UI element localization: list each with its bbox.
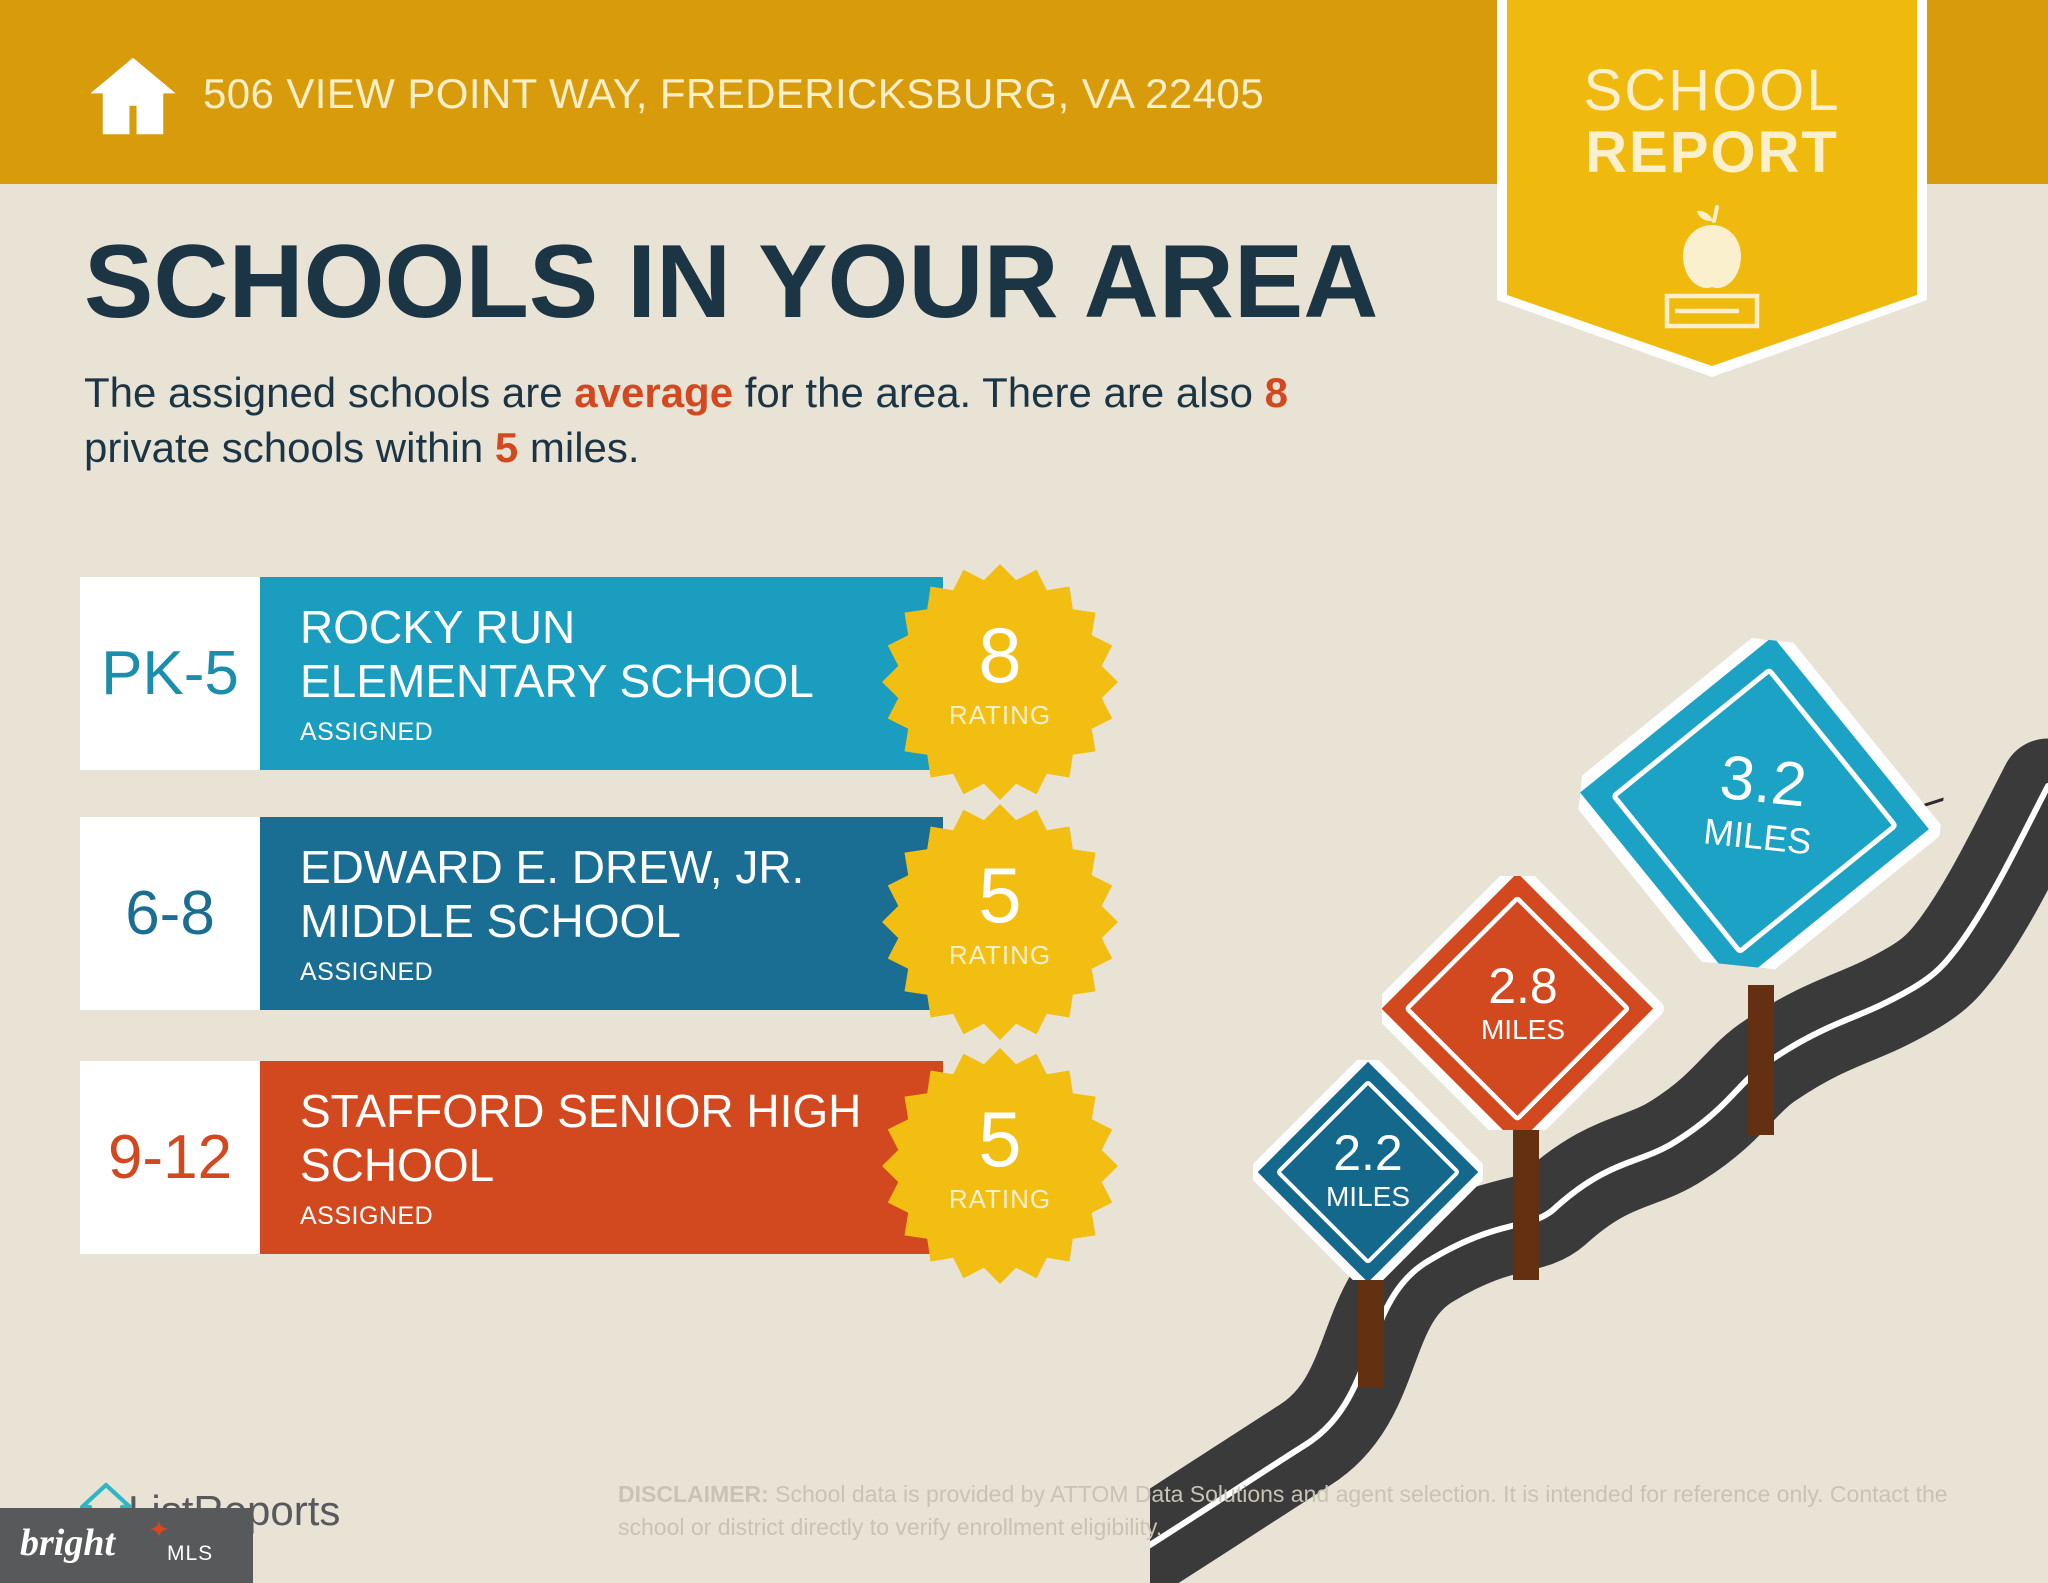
svg-text:REPORT: REPORT [1585,120,1839,185]
svg-text:SCHOOL: SCHOOL [1584,58,1841,123]
